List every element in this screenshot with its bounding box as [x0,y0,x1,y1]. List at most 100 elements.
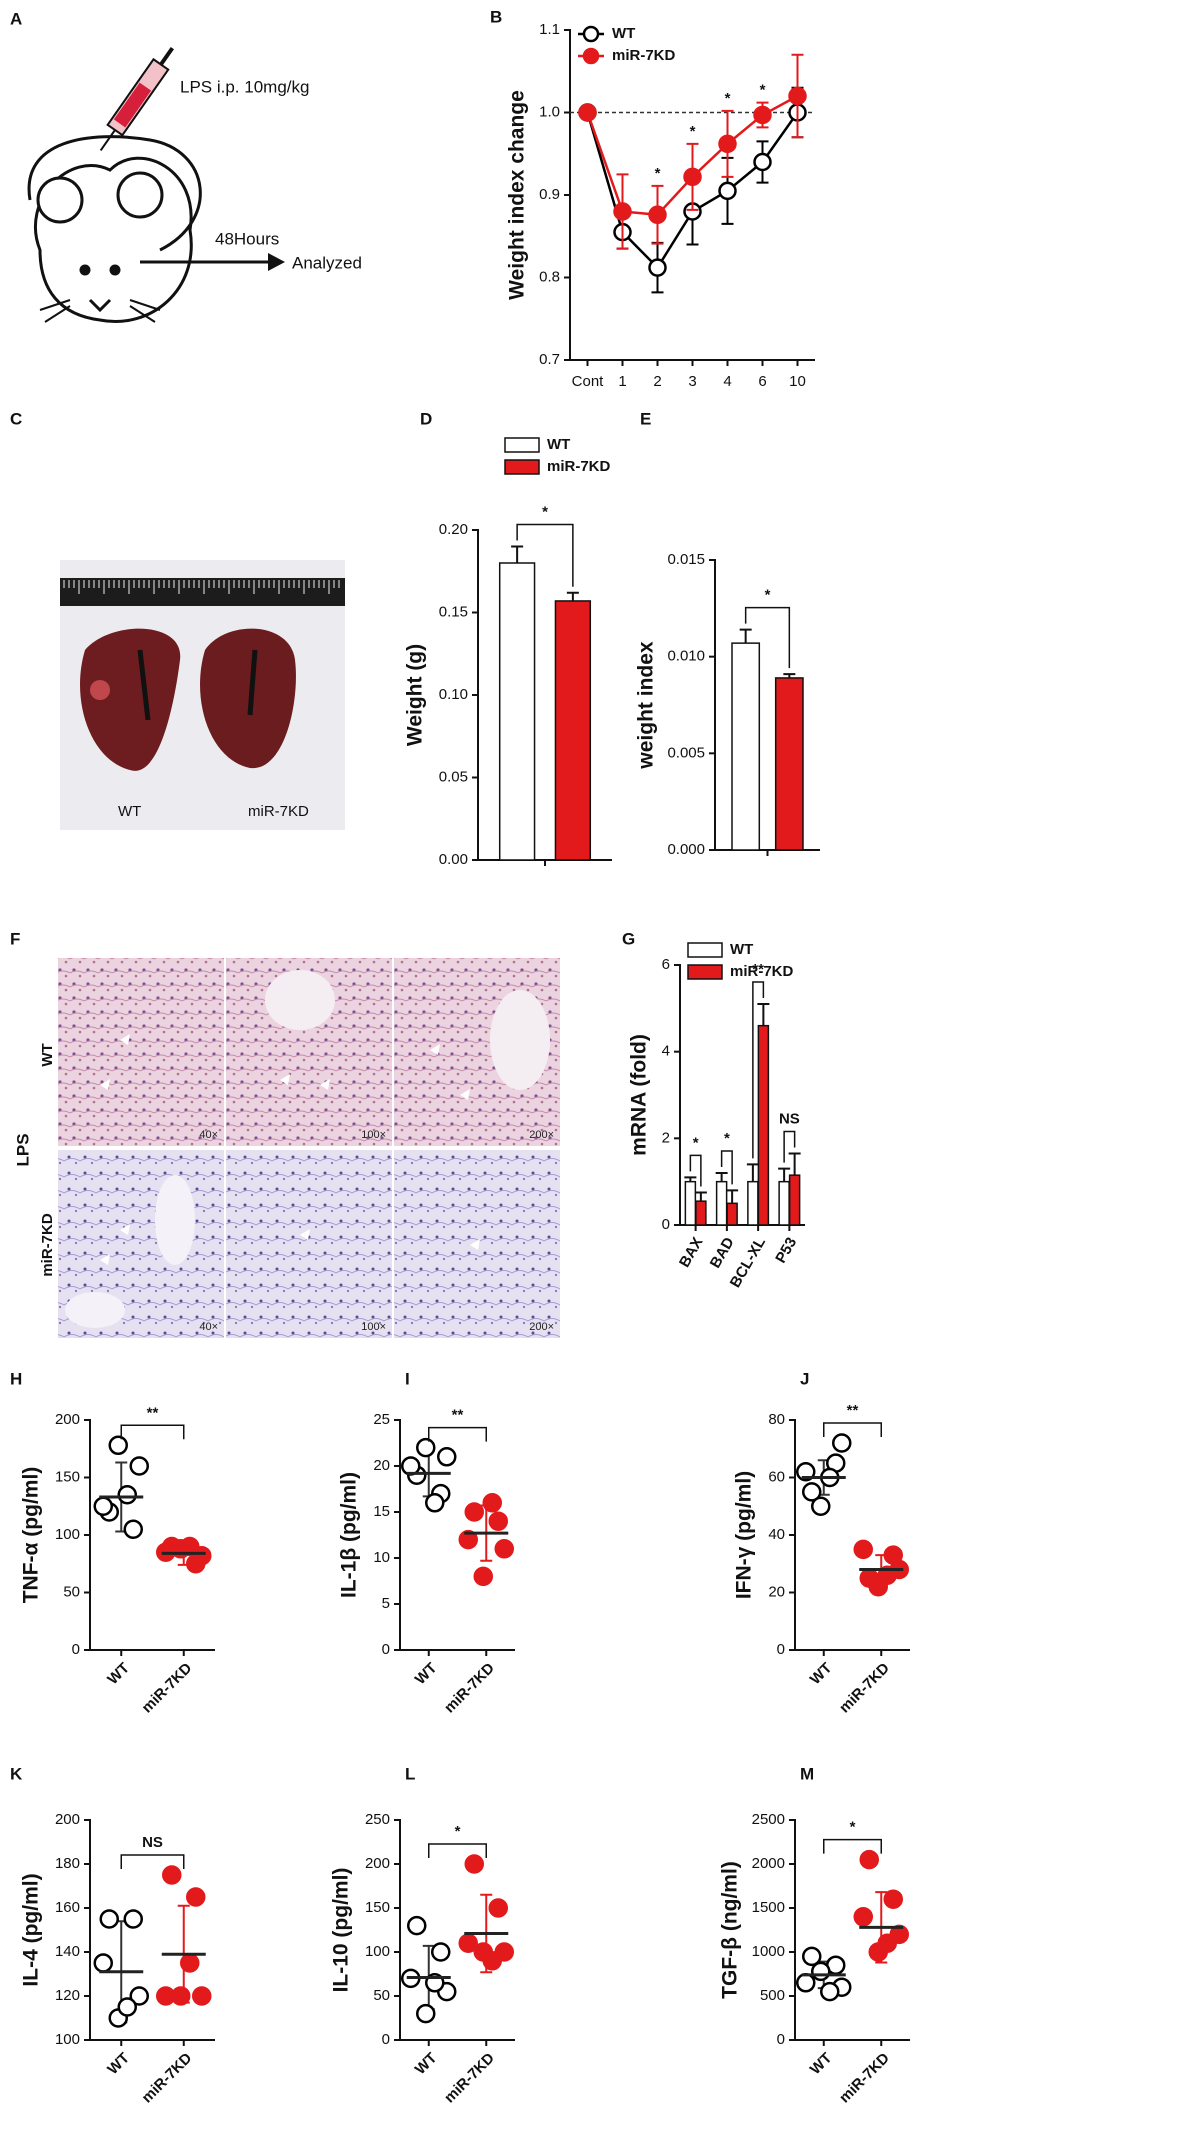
y-tick-label: 0 [777,2031,785,2048]
magnification: 40× [199,1321,218,1333]
point [488,1898,508,1918]
x-tick-label: miR-7KD [441,2049,498,2106]
legend-swatch [687,964,723,980]
outcome-label: Analyzed [292,253,362,272]
significance-bracket [516,523,574,587]
legend-swatch [504,459,540,475]
y-tick-label: 500 [760,1987,785,2004]
legend-marker [582,25,600,43]
y-tick-label: 60 [768,1468,785,1485]
error-bar [739,628,752,644]
y-axis-label: IL-4 (pg/ml) [20,1873,43,1986]
significance-label: * [850,1819,856,1836]
error-bar [778,1167,791,1182]
point [458,1529,478,1550]
point [473,1566,493,1587]
y-tick-label: 25 [373,1411,390,1428]
panel-letter: G [622,929,635,948]
x-tick-label: 2 [653,373,661,390]
significance-label: ** [452,1407,464,1424]
bar [788,1174,801,1226]
point [180,1536,200,1557]
y-tick-label: 0 [72,1641,80,1658]
significance-bracket [689,1154,702,1187]
significance-label: * [693,1134,699,1151]
point [464,1854,484,1874]
y-tick-label: 150 [365,1899,390,1916]
x-tick-label: miR-7KD [139,2049,196,2106]
significance-label: * [655,165,661,182]
error-bar [715,1172,728,1182]
point [820,1981,840,2002]
error-bar [694,1191,707,1202]
y-tick-label: 0.10 [439,686,468,703]
error-bar [757,1003,770,1026]
x-tick-label: BAD [707,1234,738,1271]
panel-letter: D [420,409,432,428]
error-bar [511,545,524,563]
y-tick-label: 200 [55,1811,80,1828]
y-tick-label: 250 [365,1811,390,1828]
legend-label: WT [730,941,753,958]
bar [747,1180,759,1226]
arrow-head [268,253,285,271]
significance-label: * [765,587,771,604]
point [578,103,597,122]
bar [731,642,761,851]
significance-bracket [720,1150,733,1185]
bar [715,1180,728,1226]
row-label: WT [39,1043,56,1066]
y-tick-label: 6 [662,956,670,973]
legend-label: WT [612,25,635,42]
y-axis-label: IFN-γ (pg/ml) [733,1471,756,1599]
point [832,1433,852,1453]
bar [684,1180,697,1226]
y-tick-label: 50 [63,1583,80,1600]
y-axis-label: Weight index change [506,90,529,300]
significance-label: ** [752,961,764,978]
point [123,1519,143,1539]
x-tick-label: miR-7KD [441,1659,498,1716]
y-tick-label: 0.015 [667,551,705,568]
bar [778,1180,790,1226]
significance-label: NS [779,1110,800,1127]
significance-label: ** [147,1404,159,1421]
y-tick-label: 200 [55,1411,80,1428]
significance-bracket [752,981,765,1159]
bar [757,1024,770,1226]
panel-letter: K [10,1764,23,1783]
y-tick-label: 0.8 [539,268,560,285]
point [407,1915,427,1936]
lung-photo [60,560,345,830]
time-label: 48Hours [215,229,279,248]
legend-label: miR-7KD [547,458,611,475]
point [416,1437,436,1458]
treatment-label: LPS [13,1133,32,1166]
point [123,1909,143,1929]
significance-label: NS [142,1834,163,1851]
y-tick-label: 0.9 [539,186,560,203]
y-tick-label: 0 [382,2031,390,2048]
x-tick-label: 6 [758,373,766,390]
point [488,1511,508,1531]
y-axis-label: Weight (g) [404,644,427,746]
point [718,181,737,201]
x-tick-label: BAX [676,1234,707,1270]
significance-bracket [120,1854,185,1869]
point [171,1986,191,2006]
y-axis-label: IL-10 (pg/ml) [330,1868,353,1993]
bar [774,677,804,851]
point [494,1539,514,1559]
y-tick-label: 0.15 [439,603,468,620]
point [180,1953,200,1973]
y-tick-label: 120 [55,1987,80,2004]
x-tick-label: WT [104,2050,133,2079]
point [883,1889,903,1909]
significance-bracket [823,1838,882,1854]
x-tick-label: 1 [618,373,626,390]
point [425,1493,445,1513]
legend-label: miR-7KD [612,47,676,64]
significance-bracket [428,1426,487,1442]
panel-letter: B [490,7,502,26]
